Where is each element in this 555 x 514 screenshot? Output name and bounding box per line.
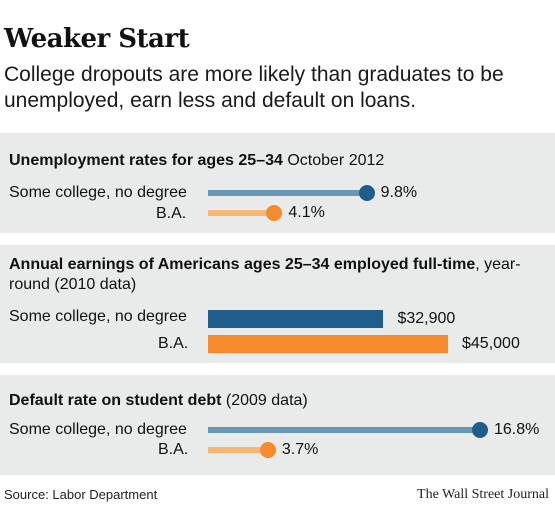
value-label: 4.1%: [288, 204, 325, 221]
value-dot: [266, 205, 283, 221]
chart-title: Weaker Start: [4, 24, 190, 54]
value-bar: [208, 427, 480, 433]
value-dot: [358, 185, 375, 201]
category-label-ba: B.A.: [158, 441, 189, 458]
value-label: 9.8%: [380, 184, 418, 201]
category-label-ba: B.A.: [156, 205, 187, 222]
value-bar: [208, 310, 384, 328]
category-label-some-college: Some college, no degree: [9, 184, 187, 201]
value-bar: [208, 190, 367, 196]
category-label-some-college: Some college, no degree: [9, 421, 187, 438]
earnings-panel-title: Annual earnings of Americans ages 25–34 …: [9, 256, 521, 293]
unemployment-panel: Unemployment rates for ages 25–34 Octobe…: [0, 133, 555, 233]
value-label: $32,900: [397, 310, 456, 327]
value-label: 3.7%: [281, 441, 319, 458]
value-label: 16.8%: [494, 421, 540, 438]
source-note: Source: Labor Department: [4, 487, 158, 502]
value-dot: [259, 442, 276, 458]
category-label-ba: B.A.: [158, 335, 189, 352]
value-bar: [208, 335, 448, 353]
category-label-some-college: Some college, no degree: [9, 308, 187, 325]
default-rate-panel: Default rate on student debt (2009 data)…: [0, 375, 555, 475]
publisher-credit: The Wall Street Journal: [417, 487, 549, 502]
value-dot: [472, 422, 488, 438]
earnings-panel: Annual earnings of Americans ages 25–34 …: [0, 245, 555, 363]
value-label: $45,000: [462, 335, 520, 352]
default-rate-panel-title: Default rate on student debt (2009 data): [9, 392, 308, 409]
value-bar: [208, 447, 268, 453]
unemployment-panel-title: Unemployment rates for ages 25–34 Octobe…: [9, 152, 385, 169]
chart-subtitle: College dropouts are more likely than gr…: [4, 63, 504, 112]
value-bar: [208, 210, 275, 216]
